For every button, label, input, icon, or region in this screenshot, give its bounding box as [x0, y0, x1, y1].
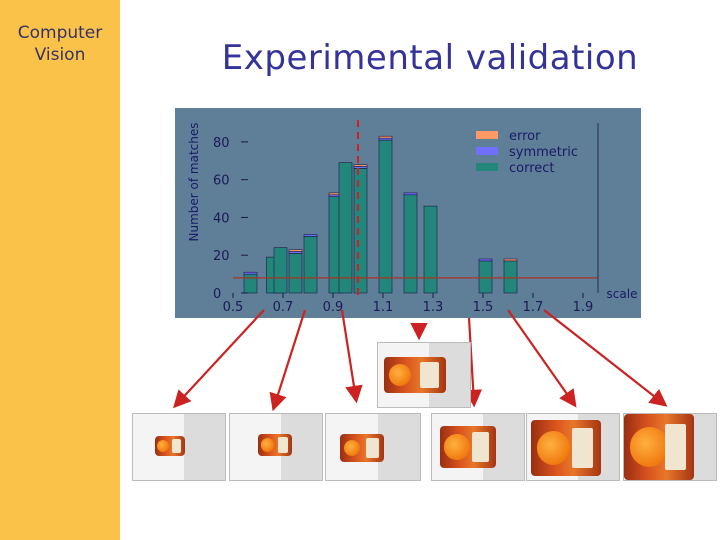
bar-correct-7 [338, 162, 353, 294]
slide-title: Experimental validation [221, 38, 639, 78]
can-label [365, 438, 379, 458]
course-title: Computer Vision [0, 22, 120, 66]
photo-background-paper [183, 414, 225, 480]
axes-layer: 0.5 0.7 0.9 1.1 1.3 1.5 1.7 1.9 0 20 40 60 80 [213, 120, 599, 315]
orange-graphic [444, 434, 470, 460]
legend-swatch-correct [476, 163, 498, 171]
can-label [277, 437, 288, 453]
soda-can [340, 434, 384, 462]
bar-error-13 [503, 258, 518, 262]
x-axis-label: scale [607, 287, 638, 301]
can-label [571, 428, 593, 468]
course-title-line-1: Computer [17, 23, 103, 43]
x-tick-label-1: 0.5 [223, 300, 244, 315]
bar-symmetric-12 [478, 258, 493, 262]
can-label [172, 439, 182, 453]
course-title-line-2: Vision [34, 45, 86, 65]
bar-correct-11 [423, 205, 438, 294]
sidebar-panel: Computer Vision [0, 0, 120, 540]
legend-label-correct: correct [509, 161, 555, 176]
legend-label-error: error [509, 129, 541, 144]
orange-graphic [536, 431, 571, 465]
orange-graphic [388, 364, 411, 386]
pointer-arrow-2 [269, 309, 307, 412]
orange-graphic [260, 438, 274, 452]
bar-error-4 [288, 249, 303, 252]
scaled-image-2 [229, 413, 323, 481]
bar-correct-12 [478, 260, 493, 294]
soda-can [624, 414, 694, 480]
pointer-arrow-3 [340, 309, 363, 404]
bar-correct-1 [243, 273, 258, 294]
scaled-image-4 [431, 413, 525, 481]
bar-correct-4 [288, 253, 303, 294]
soda-can [440, 426, 496, 468]
can-label [664, 423, 686, 471]
bar-symmetric-5 [303, 234, 318, 237]
bar-correct-3 [273, 247, 288, 294]
bar-symmetric-10 [403, 192, 418, 196]
bar-correct-5 [303, 236, 318, 294]
y-tick-label-4: 60 [213, 174, 230, 189]
pointer-arrow-7 [543, 309, 668, 407]
x-tick-label-7: 1.7 [523, 300, 544, 315]
legend-swatch-symmetric [476, 147, 498, 155]
scaled-image-6 [623, 413, 717, 481]
y-tick-label-2: 20 [213, 249, 230, 264]
scaled-image-1 [132, 413, 226, 481]
y-tick-label-1: 0 [213, 287, 221, 302]
scaled-image-3 [325, 413, 421, 481]
orange-graphic [157, 440, 170, 452]
x-tick-label-8: 1.9 [573, 300, 594, 315]
photo-background-paper [377, 414, 420, 480]
legend-swatch-error [476, 131, 498, 139]
y-tick-label-3: 40 [213, 211, 230, 226]
soda-can [258, 434, 292, 456]
reference-image [377, 342, 471, 408]
x-tick-label-5: 1.3 [423, 300, 444, 315]
pointer-arrow-1 [173, 309, 265, 409]
bar-symmetric-1 [243, 271, 258, 275]
bar-correct-9 [378, 139, 393, 294]
soda-can [384, 357, 446, 393]
pointer-arrow-6 [507, 309, 577, 408]
bar-error-9 [378, 135, 393, 139]
bar-error-8 [353, 164, 368, 167]
bar-correct-8 [353, 168, 368, 294]
scaled-image-5 [526, 413, 620, 481]
y-tick-label-5: 80 [213, 136, 230, 151]
orange-graphic [343, 439, 361, 457]
x-tick-label-4: 1.1 [373, 300, 394, 315]
soda-can [155, 436, 185, 456]
pointer-arrow-5 [464, 317, 483, 408]
soda-can [531, 420, 601, 476]
bar-correct-13 [503, 260, 518, 294]
x-tick-label-6: 1.5 [473, 300, 494, 315]
arrows-layer [173, 309, 668, 412]
orange-graphic [629, 427, 670, 467]
x-tick-label-2: 0.7 [273, 300, 294, 315]
y-axis-label: Number of matches [187, 123, 201, 242]
can-label [472, 432, 490, 462]
bars-layer [243, 135, 518, 294]
can-label [419, 362, 439, 388]
x-tick-label-3: 0.9 [323, 300, 344, 315]
legend-label-symmetric: symmetric [509, 145, 578, 160]
